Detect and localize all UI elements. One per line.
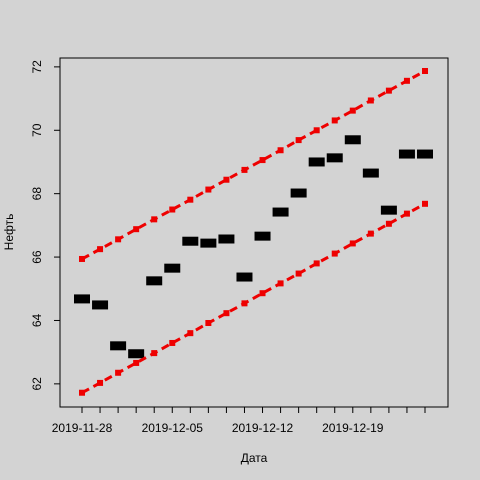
y-tick-label: 70 bbox=[30, 123, 44, 137]
trend-point bbox=[295, 270, 302, 277]
price-point bbox=[344, 135, 361, 145]
trend-point bbox=[169, 339, 176, 346]
price-point bbox=[92, 300, 109, 310]
price-point bbox=[200, 238, 217, 248]
trend-point bbox=[133, 226, 140, 233]
trend-point bbox=[422, 200, 428, 207]
price-point bbox=[164, 263, 181, 273]
trend-point bbox=[259, 290, 266, 297]
trend-point bbox=[187, 196, 194, 203]
trend-point bbox=[79, 255, 85, 262]
trend-line bbox=[81, 69, 426, 261]
trend-point bbox=[169, 206, 176, 213]
trend-point bbox=[241, 300, 248, 307]
trend-point bbox=[115, 236, 122, 243]
trend-point bbox=[403, 77, 410, 84]
plot-box bbox=[59, 57, 449, 408]
trend-point bbox=[115, 369, 122, 376]
trend-point bbox=[133, 359, 140, 366]
trend-point bbox=[277, 280, 284, 287]
trend-point bbox=[367, 97, 374, 104]
trend-point bbox=[241, 166, 248, 173]
trend-point bbox=[151, 216, 158, 223]
trend-point bbox=[223, 176, 230, 183]
x-tick-label: 2019-12-05 bbox=[142, 421, 204, 435]
trend-point bbox=[295, 137, 302, 144]
price-point bbox=[417, 149, 433, 159]
trend-point bbox=[349, 240, 356, 247]
x-tick-label: 2019-12-12 bbox=[232, 421, 294, 435]
x-tick-label: 2019-12-19 bbox=[322, 421, 384, 435]
price-point bbox=[272, 207, 289, 217]
trend-point bbox=[403, 210, 410, 217]
price-point bbox=[74, 294, 90, 304]
trend-point bbox=[79, 389, 85, 396]
trend-point bbox=[151, 350, 158, 357]
trend-point bbox=[331, 250, 338, 257]
trend-point bbox=[205, 186, 212, 193]
trend-point bbox=[313, 260, 320, 267]
trend-point bbox=[97, 379, 104, 386]
y-tick-label: 62 bbox=[30, 377, 44, 391]
y-axis-label: Нефть bbox=[2, 214, 16, 251]
trend-point bbox=[205, 319, 212, 326]
trend-point bbox=[223, 310, 230, 317]
trend-point bbox=[331, 117, 338, 124]
price-point bbox=[146, 276, 163, 286]
x-axis-label: Дата bbox=[241, 451, 268, 465]
trend-point bbox=[385, 220, 392, 227]
price-point bbox=[236, 272, 253, 282]
price-point bbox=[128, 349, 145, 359]
price-point bbox=[110, 341, 127, 351]
trend-point bbox=[97, 246, 104, 253]
price-point bbox=[290, 188, 307, 198]
price-point bbox=[218, 234, 235, 244]
trend-point bbox=[259, 157, 266, 164]
trend-point bbox=[313, 127, 320, 134]
trend-point bbox=[277, 147, 284, 154]
trend-point bbox=[422, 67, 428, 74]
price-point bbox=[182, 236, 199, 246]
y-tick-label: 64 bbox=[30, 313, 44, 327]
trend-point bbox=[187, 330, 194, 337]
price-point bbox=[380, 205, 397, 215]
y-tick-label: 68 bbox=[30, 187, 44, 201]
price-point bbox=[308, 157, 325, 167]
y-tick-label: 66 bbox=[30, 250, 44, 264]
trend-point bbox=[367, 230, 374, 237]
trend-point bbox=[385, 87, 392, 94]
price-point bbox=[362, 168, 379, 178]
price-point bbox=[398, 149, 415, 159]
trend-point bbox=[349, 107, 356, 114]
price-point bbox=[326, 153, 343, 163]
price-point bbox=[254, 231, 271, 241]
trend-line bbox=[81, 202, 426, 395]
y-tick-label: 72 bbox=[30, 60, 44, 74]
x-tick-label: 2019-11-28 bbox=[52, 421, 113, 435]
